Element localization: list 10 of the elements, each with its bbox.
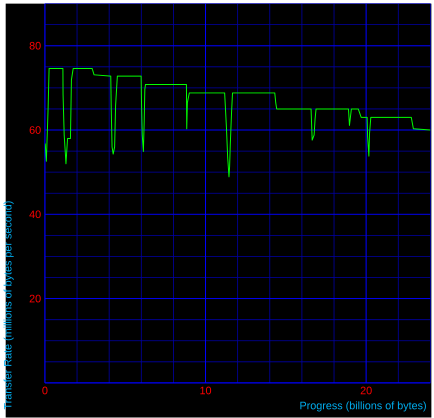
y-tick-label: 20 — [30, 295, 41, 303]
y-axis-title: Transfer Rate (millions of bytes per second) — [4, 202, 14, 410]
x-axis-title: Progress (billions of bytes) — [300, 402, 426, 412]
x-tick-label: 20 — [360, 386, 372, 395]
x-tick-label: 10 — [200, 386, 212, 395]
line-series — [44, 68, 430, 178]
y-tick-label: 60 — [30, 126, 41, 134]
y-tick-label: 80 — [30, 42, 41, 50]
x-tick-label: 0 — [42, 386, 48, 395]
y-tick-label: 40 — [29, 210, 41, 218]
